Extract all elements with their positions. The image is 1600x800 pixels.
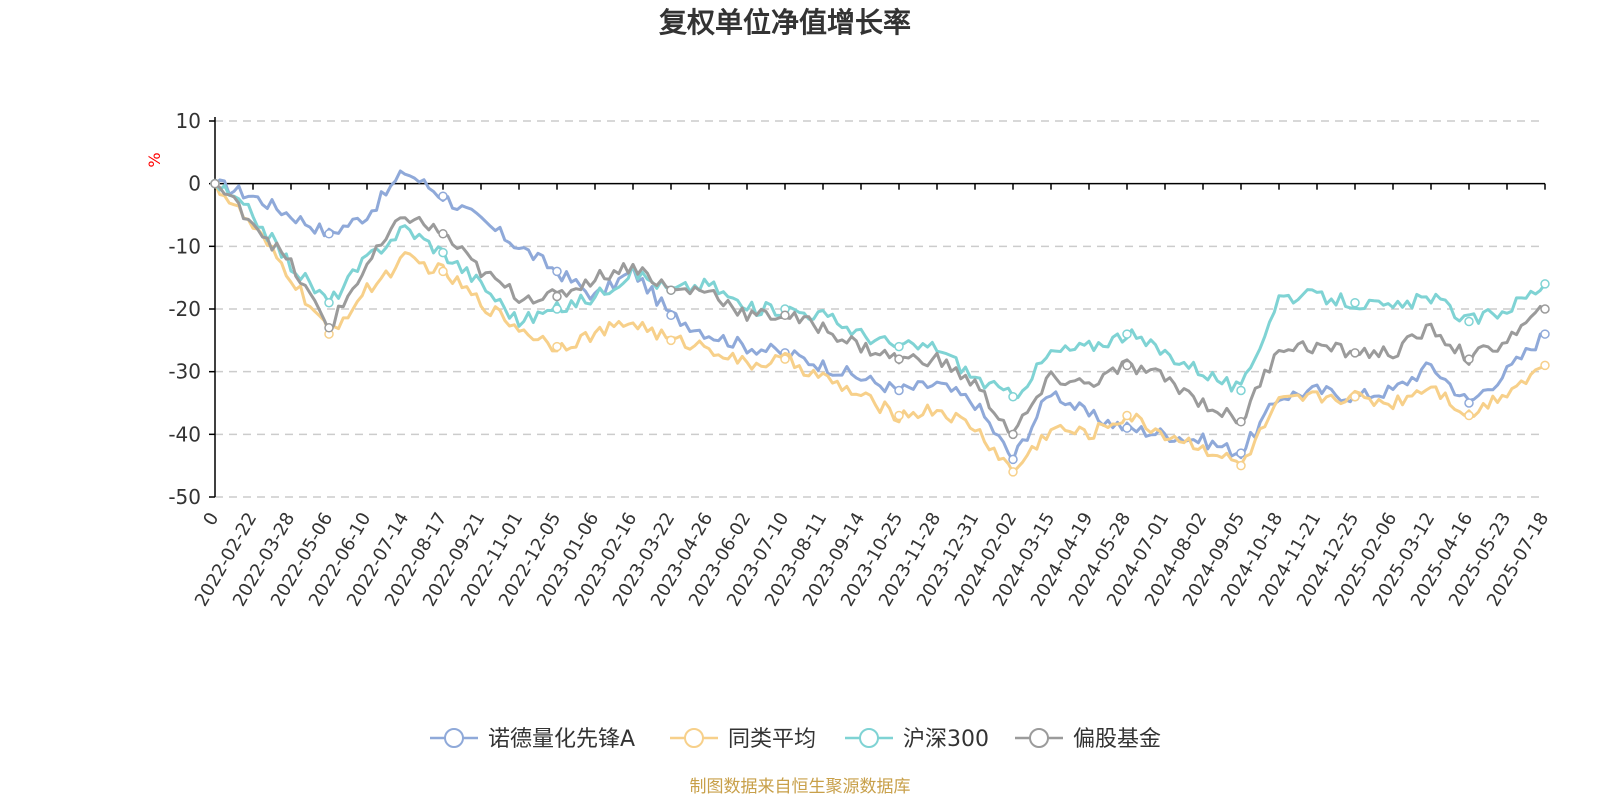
series-point-3 xyxy=(1236,417,1246,427)
series-point-1 xyxy=(1122,410,1132,421)
series-point-3 xyxy=(1540,304,1550,314)
series-point-2 xyxy=(1350,297,1360,308)
series-line-1 xyxy=(213,182,1547,474)
series-point-1 xyxy=(666,335,676,346)
y-axis-unit: % xyxy=(145,152,164,167)
legend[interactable]: 诺德量化先锋A 同类平均 沪深300 偏股基金 xyxy=(430,727,1161,752)
y-tick-label: -20 xyxy=(168,297,201,321)
series-point-2 xyxy=(1236,385,1246,396)
series-point-0 xyxy=(1122,423,1132,433)
legend-label: 沪深300 xyxy=(903,727,989,752)
series-point-0 xyxy=(894,385,904,396)
series-point-1 xyxy=(1236,460,1246,471)
series-lines xyxy=(210,169,1550,477)
y-tick-label: 0 xyxy=(188,172,201,196)
series-point-2 xyxy=(438,247,448,258)
series-point-0 xyxy=(1008,454,1018,465)
series-point-3 xyxy=(1350,348,1360,358)
legend-item-0[interactable]: 诺德量化先锋A xyxy=(430,727,635,752)
series-point-2 xyxy=(1540,279,1550,289)
legend-circle-icon xyxy=(859,728,879,748)
grid-lines xyxy=(215,120,1545,498)
series-point-3 xyxy=(438,229,448,239)
series-point-0 xyxy=(1236,448,1246,458)
y-tick-label: -40 xyxy=(168,422,201,446)
legend-circle-icon xyxy=(684,728,704,748)
series-point-2 xyxy=(324,297,334,308)
chart-title: 复权单位净值增长率 xyxy=(659,6,911,39)
series-point-3 xyxy=(210,178,220,189)
series-line-3 xyxy=(213,182,1547,434)
legend-label: 诺德量化先锋A xyxy=(488,727,635,752)
series-point-1 xyxy=(1008,467,1018,477)
y-tick-label: -10 xyxy=(168,234,201,258)
series-point-3 xyxy=(666,285,676,295)
series-point-0 xyxy=(1540,329,1550,339)
legend-circle-icon xyxy=(444,728,464,748)
series-point-3 xyxy=(552,291,562,302)
legend-circle-icon xyxy=(1029,728,1049,748)
series-point-3 xyxy=(324,323,334,333)
series-point-2 xyxy=(552,304,562,314)
data-source-note: 制图数据来自恒生聚源数据库 xyxy=(690,777,911,797)
legend-label: 同类平均 xyxy=(728,727,816,752)
x-tick-label: 0 xyxy=(199,509,223,529)
y-tick-label: 10 xyxy=(176,109,201,133)
series-point-1 xyxy=(1350,391,1360,402)
series-point-0 xyxy=(552,266,562,277)
series-point-1 xyxy=(1464,410,1474,421)
series-point-0 xyxy=(324,229,334,239)
series-point-2 xyxy=(1122,329,1132,339)
series-point-2 xyxy=(1464,316,1474,327)
series-point-2 xyxy=(894,341,904,352)
y-tick-label: -30 xyxy=(168,360,201,384)
legend-item-1[interactable]: 同类平均 xyxy=(670,727,816,752)
legend-label: 偏股基金 xyxy=(1073,727,1161,752)
series-point-3 xyxy=(1008,429,1018,440)
y-tick-labels: 10 0 -10 -20 -30 -40 -50 xyxy=(168,109,201,509)
series-line-2 xyxy=(213,182,1547,400)
series-point-0 xyxy=(438,191,448,201)
series-point-3 xyxy=(1122,360,1132,371)
series-point-1 xyxy=(438,266,448,277)
x-tick-labels: 02022-02-222022-03-282022-05-062022-06-1… xyxy=(191,509,1553,610)
series-point-3 xyxy=(1464,354,1474,364)
y-tick-label: -50 xyxy=(168,485,201,509)
legend-item-3[interactable]: 偏股基金 xyxy=(1015,727,1161,752)
series-point-1 xyxy=(552,341,562,352)
series-point-3 xyxy=(780,310,790,321)
series-point-1 xyxy=(780,354,790,364)
series-point-1 xyxy=(1540,360,1550,371)
series-point-3 xyxy=(894,354,904,364)
series-point-0 xyxy=(1464,398,1474,408)
series-point-1 xyxy=(894,410,904,421)
legend-item-2[interactable]: 沪深300 xyxy=(845,727,989,752)
series-line-0 xyxy=(213,169,1547,463)
series-point-2 xyxy=(1008,391,1018,402)
series-point-0 xyxy=(666,310,676,321)
